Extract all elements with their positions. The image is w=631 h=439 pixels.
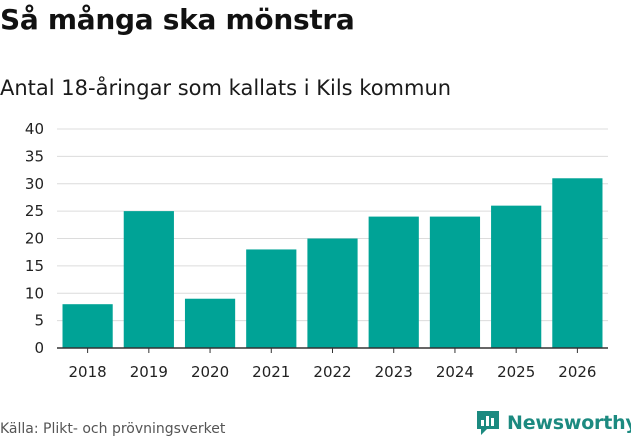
chart-subtitle: Antal 18-åringar som kallats i Kils komm… bbox=[0, 76, 452, 100]
y-tick-label: 40 bbox=[25, 120, 44, 138]
bar bbox=[368, 216, 419, 348]
bar bbox=[62, 304, 113, 348]
x-tick-label: 2020 bbox=[191, 363, 229, 381]
bar bbox=[184, 298, 236, 348]
y-tick-label: 25 bbox=[25, 202, 44, 220]
y-tick-label: 15 bbox=[25, 257, 44, 275]
brand-name: Newsworthy bbox=[507, 412, 631, 434]
x-tick-label: 2023 bbox=[375, 363, 413, 381]
y-tick-label: 0 bbox=[34, 339, 44, 357]
bar bbox=[307, 238, 358, 348]
x-tick-label: 2019 bbox=[130, 363, 168, 381]
bar bbox=[491, 205, 542, 348]
x-tick-label: 2025 bbox=[497, 363, 535, 381]
source-note: Källa: Plikt- och prövningsverket bbox=[0, 421, 226, 437]
chart-title: Så många ska mönstra bbox=[0, 3, 355, 36]
y-tick-label: 35 bbox=[25, 147, 44, 165]
brand-logo: Newsworthy bbox=[475, 409, 631, 437]
x-tick-label: 2021 bbox=[252, 363, 290, 381]
newsworthy-logo-icon bbox=[477, 411, 499, 435]
x-tick-label: 2022 bbox=[313, 363, 351, 381]
bar bbox=[123, 211, 174, 348]
x-tick-label: 2018 bbox=[69, 363, 107, 381]
y-tick-label: 30 bbox=[25, 175, 44, 193]
bar bbox=[246, 249, 297, 348]
x-tick-label: 2024 bbox=[436, 363, 474, 381]
y-tick-label: 10 bbox=[25, 284, 44, 302]
x-tick-label: 2026 bbox=[558, 363, 596, 381]
y-tick-label: 20 bbox=[25, 230, 44, 248]
bar bbox=[429, 216, 481, 348]
bar bbox=[552, 178, 603, 348]
y-tick-label: 5 bbox=[34, 312, 44, 330]
